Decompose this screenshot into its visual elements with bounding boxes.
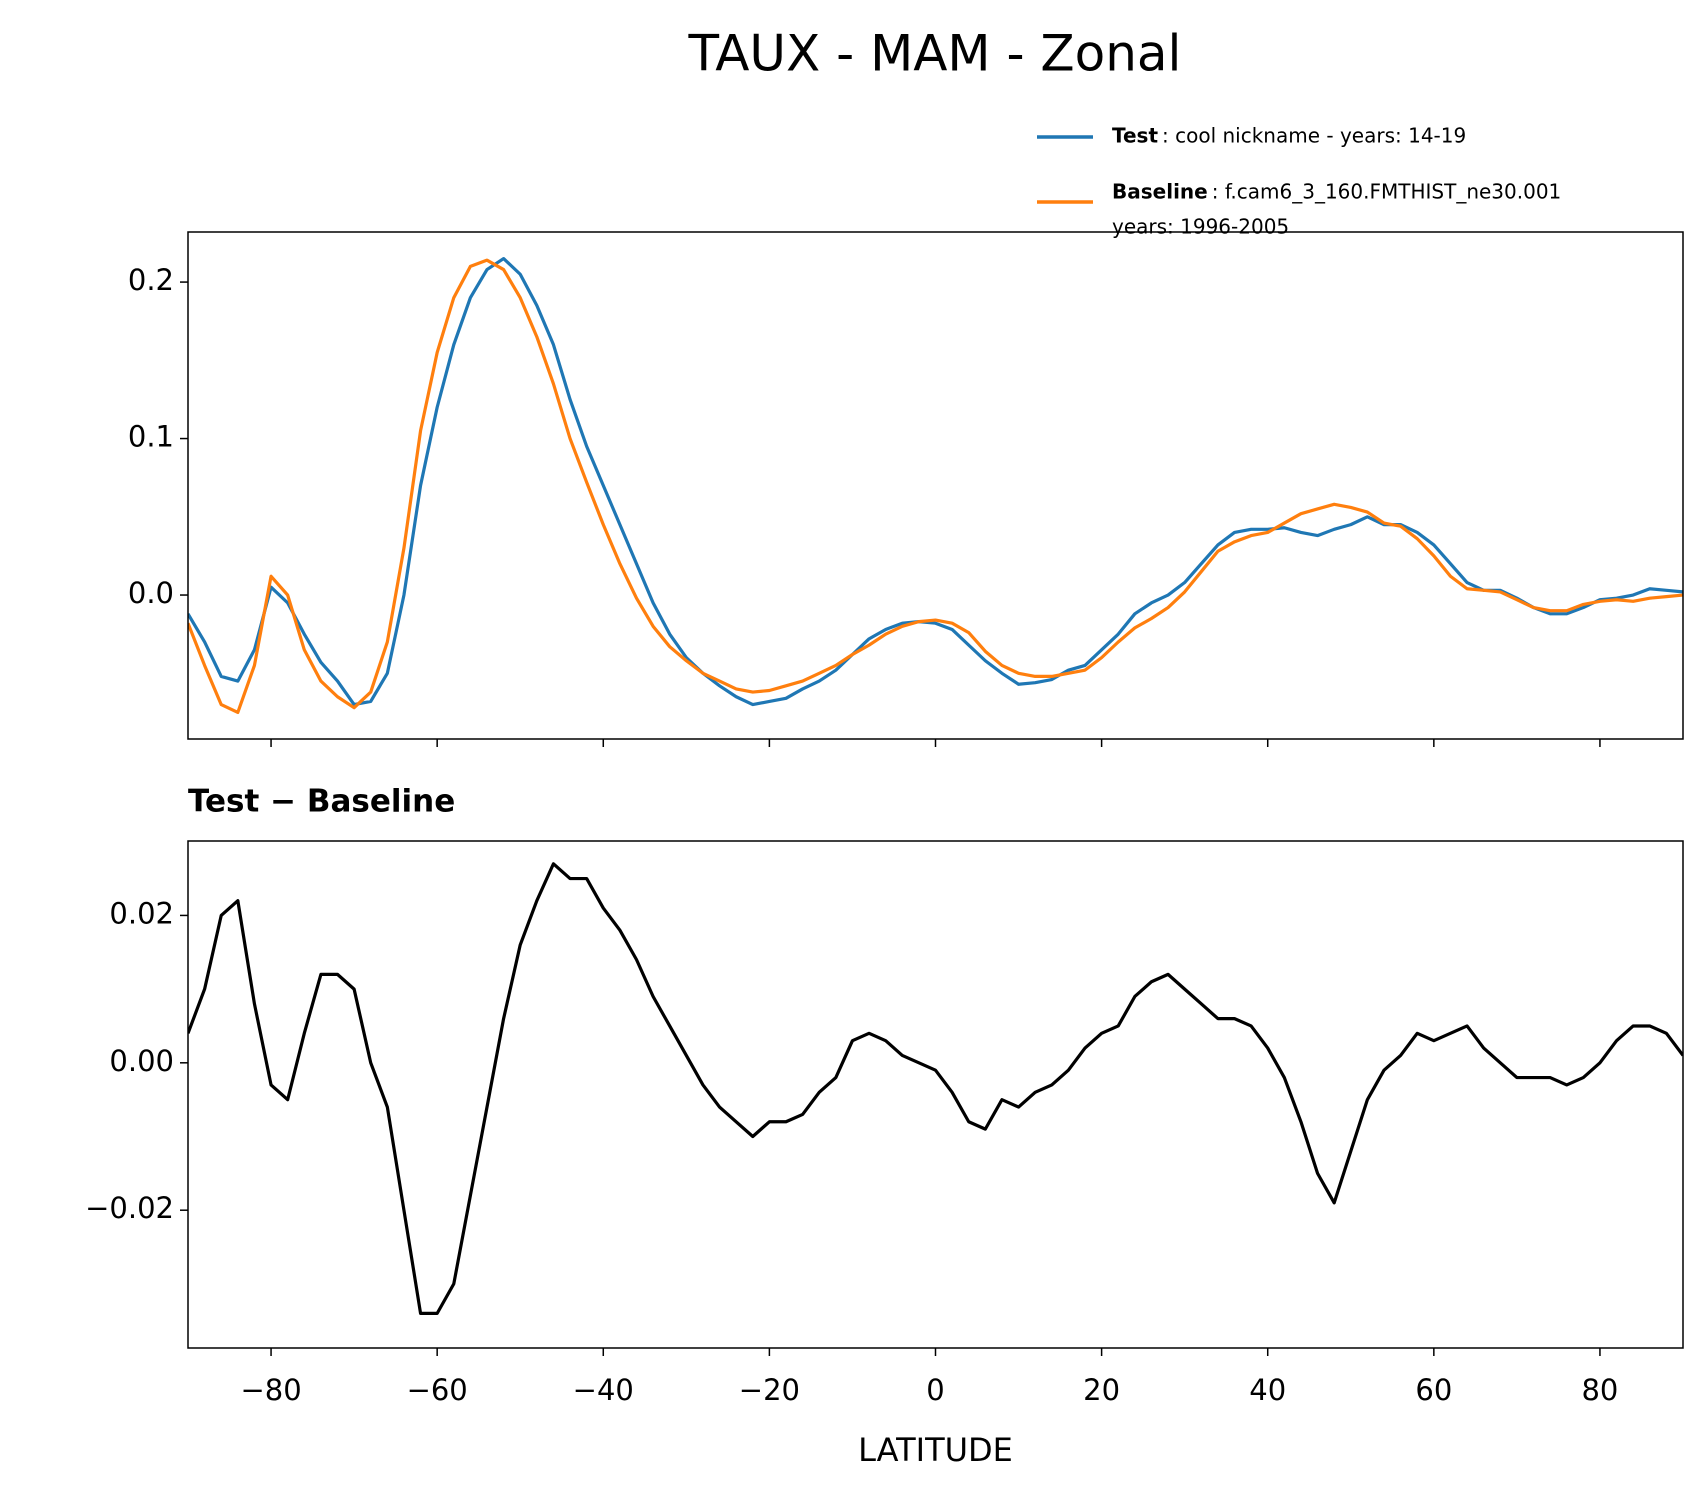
x-tick-label: 60 <box>1415 1373 1452 1407</box>
legend-name: Baseline <box>1112 180 1208 204</box>
series-line <box>188 258 1683 714</box>
y-tick-label: −0.02 <box>85 1191 174 1225</box>
x-tick-label: 0 <box>926 1373 944 1407</box>
x-tick-label: −40 <box>573 1373 634 1407</box>
x-tick-label: −20 <box>739 1373 800 1407</box>
axes-frame <box>187 840 1684 1349</box>
y-tick-label: 0.0 <box>128 576 174 610</box>
legend-description: years: 1996-2005 <box>1112 215 1289 239</box>
y-tick-label: 0.00 <box>109 1044 174 1078</box>
difference-line <box>188 862 1683 1315</box>
figure-title: TAUX - MAM - Zonal <box>688 25 1182 83</box>
x-tick-label: 20 <box>1083 1373 1120 1407</box>
y-tick-label: 0.1 <box>128 420 174 454</box>
x-tick-label: 40 <box>1249 1373 1286 1407</box>
x-tick-label: 80 <box>1581 1373 1618 1407</box>
axes-frame <box>187 231 1684 740</box>
legend-description: : f.cam6_3_160.FMTHIST_ne30.001 <box>1212 180 1562 204</box>
subplot-title: Test − Baseline <box>188 784 455 820</box>
series-line <box>188 257 1683 707</box>
x-axis-label: LATITUDE <box>858 1431 1013 1469</box>
y-tick-label: 0.02 <box>109 896 174 930</box>
x-tick-label: −60 <box>407 1373 468 1407</box>
legend-description: : cool nickname - years: 14-19 <box>1162 124 1466 148</box>
legend-name: Test <box>1112 124 1158 148</box>
y-tick-label: 0.2 <box>128 263 174 297</box>
x-tick-label: −80 <box>240 1373 301 1407</box>
